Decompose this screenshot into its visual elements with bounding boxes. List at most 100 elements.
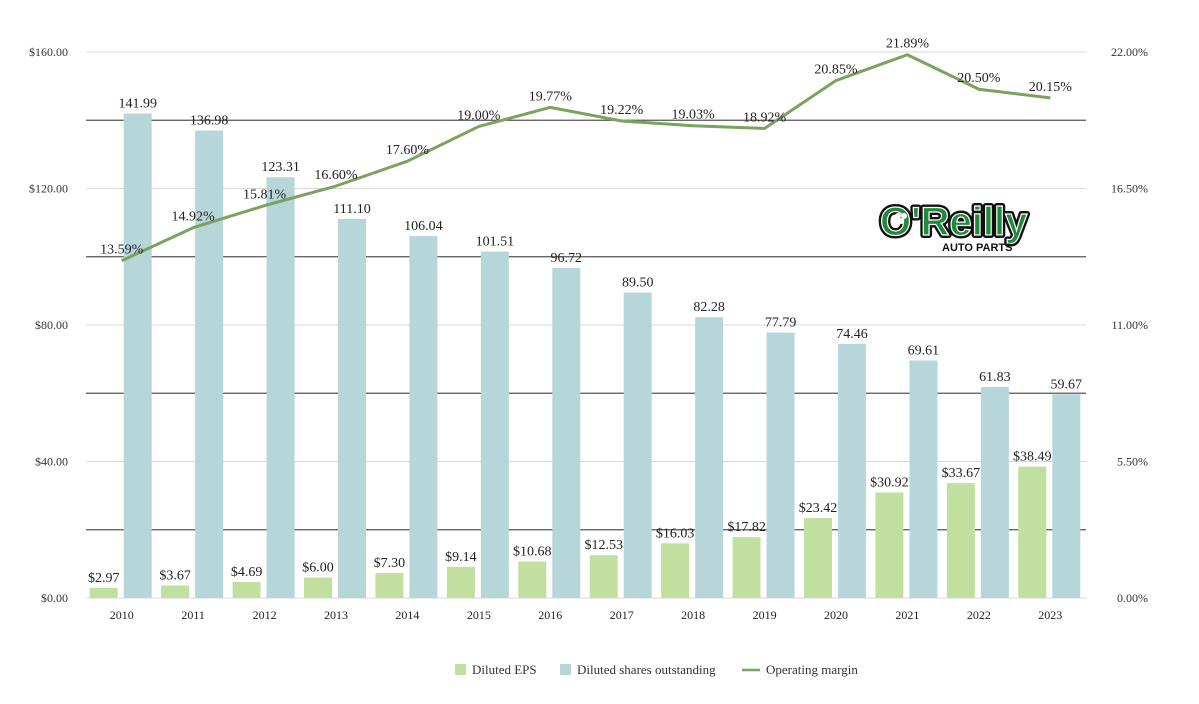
eps-bar-label: $30.92 — [870, 475, 909, 490]
shares-bar-label: 74.46 — [836, 327, 868, 342]
legend-swatch-shares — [560, 664, 571, 675]
x-tick-label: 2018 — [681, 608, 705, 622]
shares-bar — [623, 292, 652, 598]
shares-bar-label: 141.99 — [118, 96, 157, 111]
shares-bar — [766, 332, 795, 598]
left-tick-label: $0.00 — [41, 591, 68, 605]
operating-margin-line — [121, 53, 1051, 263]
logo-tagline: AUTO PARTS — [942, 242, 1013, 254]
eps-bar — [89, 587, 118, 598]
eps-bar-label: $4.69 — [231, 565, 263, 580]
shares-bar — [695, 317, 724, 598]
eps-bar-label: $12.53 — [584, 538, 623, 553]
margin-label: 19.77% — [529, 89, 573, 104]
x-axis: 2010 2011 2012 2013 2014 2015 2016 2017 2018 2019… — [110, 608, 1063, 622]
x-tick-label: 2019 — [753, 608, 777, 622]
shares-bar — [195, 130, 224, 598]
shares-bar — [980, 387, 1009, 598]
shares-bar-label: 69.61 — [908, 343, 940, 358]
left-tick-label: $160.00 — [29, 45, 68, 59]
margin-label: 15.81% — [243, 188, 287, 203]
bar-labels: $2.97 141.99 $3.67 136.98 $4.69 123.31 $6.00 11… — [88, 96, 1082, 585]
margin-label: 20.15% — [1029, 80, 1073, 95]
shares-bar — [266, 177, 295, 598]
right-axis: 0.00% 5.50% 11.00% 16.50% 22.00% — [1111, 45, 1148, 605]
legend-label-margin: Operating margin — [766, 662, 858, 677]
shares-bar — [338, 218, 366, 598]
x-tick-label: 2010 — [110, 608, 134, 622]
x-tick-label: 2022 — [967, 608, 991, 622]
shares-bar — [123, 113, 152, 599]
x-tick-label: 2014 — [395, 608, 419, 622]
right-tick-label: 22.00% — [1111, 45, 1148, 59]
shares-bar-label: 136.98 — [190, 114, 229, 129]
margin-label: 19.00% — [457, 108, 501, 123]
shares-bar-label: 59.67 — [1051, 377, 1083, 392]
eps-bar — [589, 555, 618, 598]
logo-brand: O'Reilly — [880, 200, 1028, 244]
margin-label: 13.59% — [100, 243, 144, 258]
margin-label: 20.50% — [957, 71, 1001, 86]
eps-bar-label: $3.67 — [159, 568, 191, 583]
eps-bar-label: $6.00 — [302, 561, 334, 576]
x-tick-label: 2021 — [895, 608, 919, 622]
shares-bar-label: 101.51 — [476, 235, 515, 250]
shares-bar-label: 77.79 — [765, 316, 797, 331]
shares-bar-label: 123.31 — [261, 160, 300, 175]
margin-label: 21.89% — [886, 37, 930, 52]
eps-bar — [732, 537, 761, 598]
shares-bar-label: 96.72 — [551, 251, 583, 266]
eps-bar-label: $33.67 — [942, 466, 981, 481]
eps-bar-label: $16.03 — [656, 526, 695, 541]
x-tick-label: 2015 — [467, 608, 491, 622]
bars — [89, 113, 1081, 599]
legend-swatch-eps — [455, 664, 466, 675]
left-axis: $0.00 $40.00 $80.00 $120.00 $160.00 — [29, 45, 68, 605]
legend-label-eps: Diluted EPS — [472, 662, 537, 677]
eps-bar-label: $23.42 — [799, 501, 838, 516]
shares-bar-label: 89.50 — [622, 276, 654, 291]
eps-bar — [304, 577, 332, 598]
eps-bar — [661, 543, 690, 598]
shares-bar-label: 82.28 — [693, 300, 725, 315]
margin-label: 18.92% — [743, 110, 787, 125]
shares-bar — [480, 251, 509, 599]
right-tick-label: 11.00% — [1111, 318, 1148, 332]
shares-bar-label: 111.10 — [333, 202, 370, 217]
legend-label-shares: Diluted shares outstanding — [577, 662, 716, 677]
eps-bar — [946, 483, 975, 598]
margin-label: 20.85% — [814, 63, 858, 78]
eps-bar — [518, 561, 547, 598]
shares-bar — [838, 343, 866, 598]
grid — [86, 51, 1086, 599]
shares-bar — [909, 360, 938, 598]
left-tick-label: $40.00 — [35, 455, 68, 469]
shares-bar — [409, 236, 438, 599]
right-tick-label: 5.50% — [1117, 455, 1148, 469]
eps-bar — [875, 492, 904, 598]
shares-bar-label: 106.04 — [404, 219, 443, 234]
eps-bar-label: $2.97 — [88, 571, 120, 586]
right-tick-label: 16.50% — [1111, 182, 1148, 196]
left-tick-label: $120.00 — [29, 182, 68, 196]
eps-bar-label: $10.68 — [513, 545, 552, 560]
margin-label: 14.92% — [172, 210, 216, 225]
margin-label: 16.60% — [314, 168, 358, 183]
shares-bar — [1052, 394, 1081, 598]
shares-bar — [552, 267, 581, 598]
eps-bar — [1018, 466, 1047, 598]
margin-label: 17.60% — [386, 143, 430, 158]
x-tick-label: 2017 — [610, 608, 634, 622]
x-tick-label: 2016 — [538, 608, 562, 622]
x-tick-label: 2011 — [181, 608, 205, 622]
shares-bar-label: 61.83 — [979, 370, 1011, 385]
eps-bar-label: $38.49 — [1013, 450, 1052, 465]
x-tick-label: 2020 — [824, 608, 848, 622]
left-tick-label: $80.00 — [35, 318, 68, 332]
eps-bar — [232, 581, 261, 598]
legend: Diluted EPS Diluted shares outstanding O… — [455, 662, 858, 677]
eps-bar-label: $17.82 — [727, 520, 766, 535]
oreilly-logo: O'Reilly O'Reilly AUTO PARTS — [877, 197, 1031, 254]
eps-bar-label: $7.30 — [374, 556, 406, 571]
margin-label: 19.03% — [672, 108, 716, 123]
